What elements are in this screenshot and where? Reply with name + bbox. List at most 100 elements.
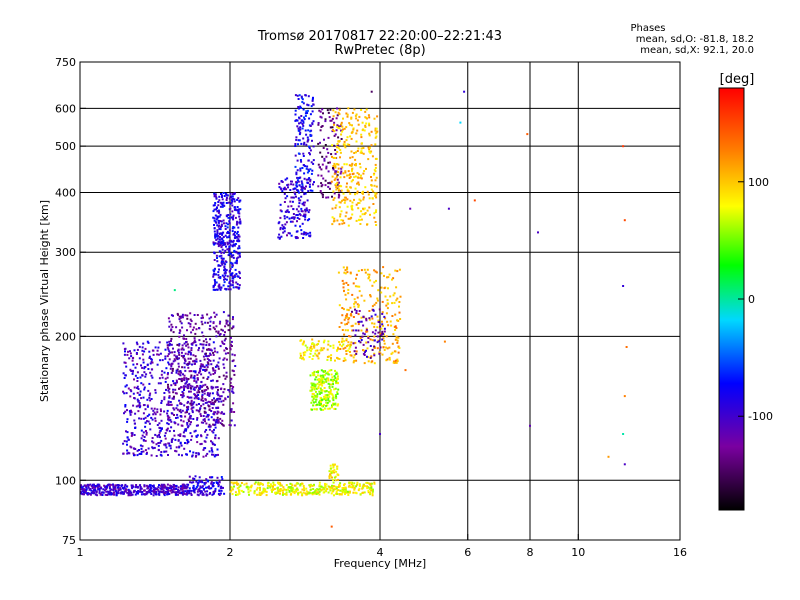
data-point [149,392,152,395]
data-point [205,338,207,341]
data-point [116,484,119,487]
data-point [222,284,225,287]
data-point [177,493,179,496]
data-point [355,163,357,165]
data-point [372,173,375,176]
data-point [238,489,241,492]
data-point [327,170,330,173]
data-point [381,311,384,314]
data-point [160,451,163,453]
data-point [144,439,147,442]
data-point [294,193,297,196]
data-point [329,488,332,491]
data-point [277,482,280,485]
data-point [334,166,337,169]
data-point [221,244,224,247]
data-point [273,484,276,486]
data-point [308,152,311,154]
data-point [339,172,342,175]
data-point [337,167,340,170]
data-point [339,213,342,216]
data-point [302,152,305,155]
data-point [374,332,377,335]
data-point [179,433,182,436]
data-point [327,382,330,385]
data-point [209,401,212,404]
data-point [328,395,331,398]
data-point [168,358,171,361]
data-point [375,196,378,199]
data-point [178,318,181,321]
data-point [177,423,180,426]
data-point [204,398,207,401]
data-point [195,403,198,406]
data-point [231,227,234,230]
data-point [299,352,302,355]
data-point [215,364,218,367]
data-point [338,326,341,328]
y-tick-label: 75 [62,534,76,547]
data-point [376,341,379,344]
data-point [225,319,228,322]
data-point [341,489,344,492]
data-point [345,353,348,355]
data-point [358,320,361,323]
data-point [329,126,332,129]
data-point [205,388,208,391]
data-point [347,292,350,295]
data-point [318,481,321,484]
data-point [355,350,358,353]
data-point [210,449,213,452]
data-point [323,395,325,398]
data-point [185,429,187,432]
data-point [286,195,289,198]
data-point [192,370,195,373]
data-point [213,230,216,233]
data-point [164,380,167,383]
data-point [232,386,235,388]
data-point [362,198,365,201]
data-point [221,423,224,426]
data-point [386,276,389,279]
data-point [342,198,345,201]
data-point [355,219,358,222]
data-point [301,488,304,491]
data-point [235,494,237,496]
data-point [98,488,101,491]
data-point [178,399,181,402]
data-point [366,223,368,226]
data-point [179,408,182,411]
data-point [214,365,217,368]
data-point [159,436,161,439]
data-point [373,354,376,357]
data-point [112,493,115,496]
data-point [228,424,231,426]
data-point [351,162,354,165]
data-point [319,129,322,132]
data-point [378,352,381,355]
data-point [196,490,199,493]
data-point [357,313,360,316]
data-point [327,196,330,199]
data-point [302,215,305,217]
data-point [357,269,360,272]
data-point [207,393,210,396]
data-point [371,360,374,363]
data-point [317,340,320,343]
data-point [167,361,170,364]
data-point [130,434,133,437]
data-point [297,210,300,213]
data-point [163,443,166,446]
data-point [238,270,241,273]
data-point [309,346,312,349]
data-point [315,398,318,401]
data-point [195,424,198,427]
data-point [366,190,369,193]
data-point [149,428,152,431]
data-point [216,386,219,389]
data-point [142,342,145,345]
data-point [173,354,176,357]
data-point [370,130,373,133]
data-point [275,491,278,494]
data-point [169,401,172,403]
